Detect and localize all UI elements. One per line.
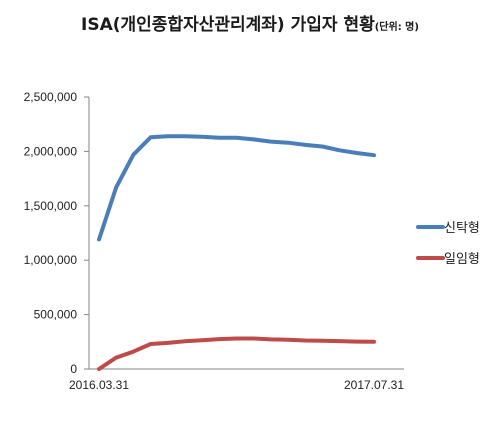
x-tick-label: 2017.07.31 (344, 378, 404, 392)
chart-title: ISA(개인종합자산관리계좌) 가입자 현황(단위: 명) (0, 10, 500, 35)
y-tick-label: 2,500,000 (24, 90, 78, 104)
legend-label-1: 신탁형 (444, 221, 480, 236)
legend-label-2: 일임형 (444, 252, 480, 267)
y-tick-label: 1,500,000 (24, 199, 78, 213)
chart-axes: 0 500,000 1,000,000 1,500,000 2,000,000 2,500… (24, 90, 405, 392)
x-tick-label: 2016.03.31 (69, 378, 129, 392)
chart-lines (97, 134, 376, 371)
y-tick-label: 0 (70, 362, 77, 376)
series-line-2 (97, 336, 376, 371)
chart-title-main: ISA(개인종합자산관리계좌) 가입자 현황 (81, 15, 375, 35)
chart-title-unit: (단위: 명) (374, 22, 419, 33)
series-line-1 (97, 134, 376, 242)
y-tick-label: 500,000 (34, 308, 78, 322)
y-tick-label: 2,000,000 (24, 144, 78, 158)
y-tick-label: 1,000,000 (24, 253, 78, 267)
